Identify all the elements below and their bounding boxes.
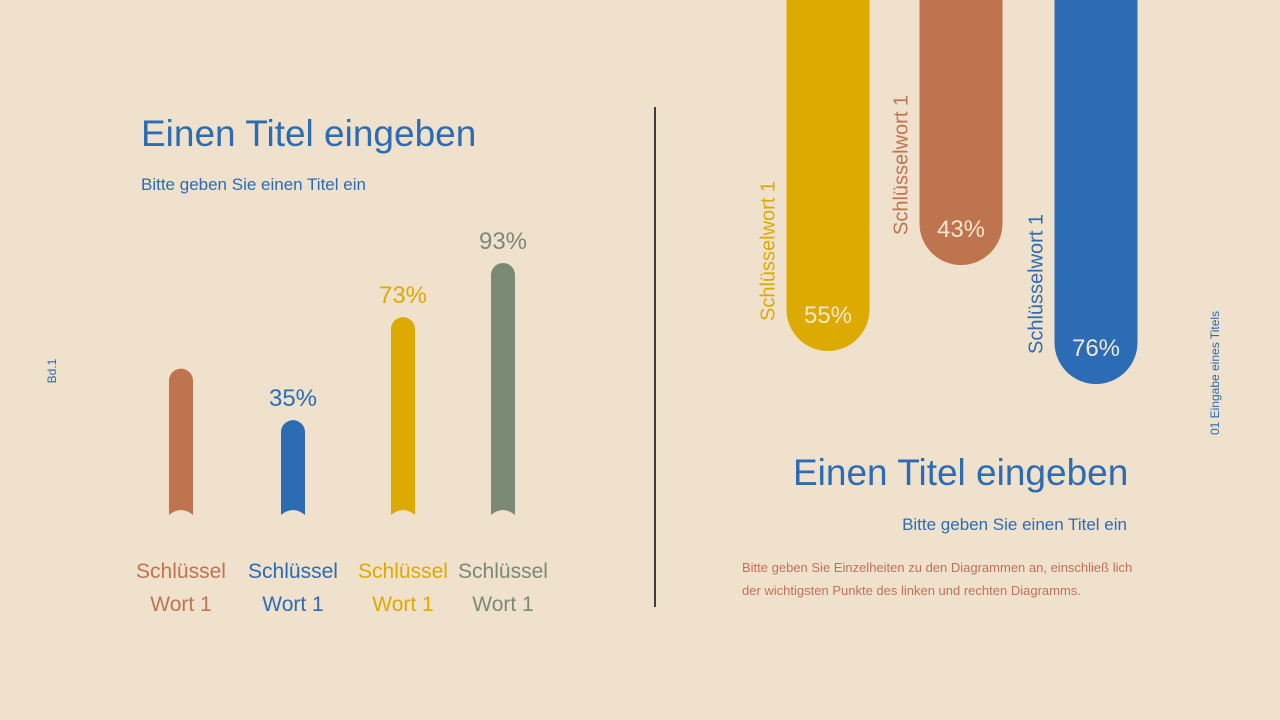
right-subtitle: Bitte geben Sie einen Titel ein	[902, 515, 1127, 534]
category-label: Schlüssel	[136, 560, 226, 583]
category-label: Schlüssel	[358, 560, 448, 583]
category-label: Wort 1	[372, 593, 433, 616]
bar	[169, 368, 193, 515]
category-label: Schlüsselwort 1	[758, 181, 780, 321]
bar	[786, 0, 870, 351]
category-label: Wort 1	[150, 593, 211, 616]
data-label: 43%	[937, 216, 985, 243]
data-label: 35%	[269, 385, 317, 412]
right-description: Bitte geben Sie Einzelheiten zu den Diag…	[742, 560, 1133, 598]
category-label: Schlüsselwort 1	[1026, 214, 1048, 354]
divider	[654, 107, 656, 607]
data-label: 76%	[1072, 335, 1120, 362]
bar	[919, 0, 1003, 265]
data-label: 93%	[479, 228, 527, 255]
left-title: Einen Titel eingeben	[141, 113, 477, 154]
data-label: 55%	[804, 302, 852, 329]
bar	[391, 317, 416, 515]
right-title: Einen Titel eingeben	[793, 452, 1129, 493]
data-label: 73%	[379, 282, 427, 309]
bar	[491, 262, 515, 515]
bar	[1054, 0, 1138, 384]
category-label: Wort 1	[262, 593, 323, 616]
left-subtitle: Bitte geben Sie einen Titel ein	[141, 175, 366, 194]
category-label: Wort 1	[472, 593, 533, 616]
category-label: Schlüsselwort 1	[891, 95, 913, 235]
bar	[281, 420, 305, 515]
category-label: Schlüssel	[248, 560, 338, 583]
category-label: Schlüssel	[458, 560, 548, 583]
